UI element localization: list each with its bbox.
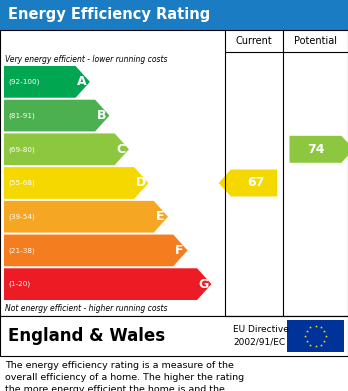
Text: Potential: Potential xyxy=(294,36,337,46)
Text: (1-20): (1-20) xyxy=(8,281,30,287)
Text: The energy efficiency rating is a measure of the
overall efficiency of a home. T: The energy efficiency rating is a measur… xyxy=(5,361,244,391)
Bar xyxy=(0,0,348,30)
Text: A: A xyxy=(77,75,87,88)
Text: 74: 74 xyxy=(307,143,324,156)
Text: 67: 67 xyxy=(247,176,265,190)
Polygon shape xyxy=(4,201,168,233)
Bar xyxy=(287,320,344,352)
Text: (69-80): (69-80) xyxy=(8,146,35,152)
Text: F: F xyxy=(175,244,184,257)
Text: Current: Current xyxy=(236,36,272,46)
Polygon shape xyxy=(4,235,188,266)
Polygon shape xyxy=(290,136,348,163)
Text: England & Wales: England & Wales xyxy=(8,327,165,345)
Bar xyxy=(0,30,348,316)
Text: Energy Efficiency Rating: Energy Efficiency Rating xyxy=(8,7,210,23)
Text: E: E xyxy=(156,210,164,223)
Text: D: D xyxy=(135,176,146,190)
Polygon shape xyxy=(4,100,109,131)
Polygon shape xyxy=(4,268,211,300)
Polygon shape xyxy=(4,133,129,165)
Polygon shape xyxy=(4,66,90,98)
Text: Not energy efficient - higher running costs: Not energy efficient - higher running co… xyxy=(5,304,167,313)
Text: Very energy efficient - lower running costs: Very energy efficient - lower running co… xyxy=(5,55,167,64)
Text: B: B xyxy=(97,109,106,122)
Text: (55-68): (55-68) xyxy=(8,180,35,186)
Polygon shape xyxy=(219,170,277,197)
Text: G: G xyxy=(198,278,208,291)
Text: (92-100): (92-100) xyxy=(8,79,39,85)
Text: (81-91): (81-91) xyxy=(8,112,35,119)
Text: C: C xyxy=(117,143,126,156)
Text: (21-38): (21-38) xyxy=(8,247,35,254)
Bar xyxy=(0,316,348,356)
Text: EU Directive
2002/91/EC: EU Directive 2002/91/EC xyxy=(233,325,289,347)
Text: (39-54): (39-54) xyxy=(8,213,35,220)
Polygon shape xyxy=(4,167,149,199)
